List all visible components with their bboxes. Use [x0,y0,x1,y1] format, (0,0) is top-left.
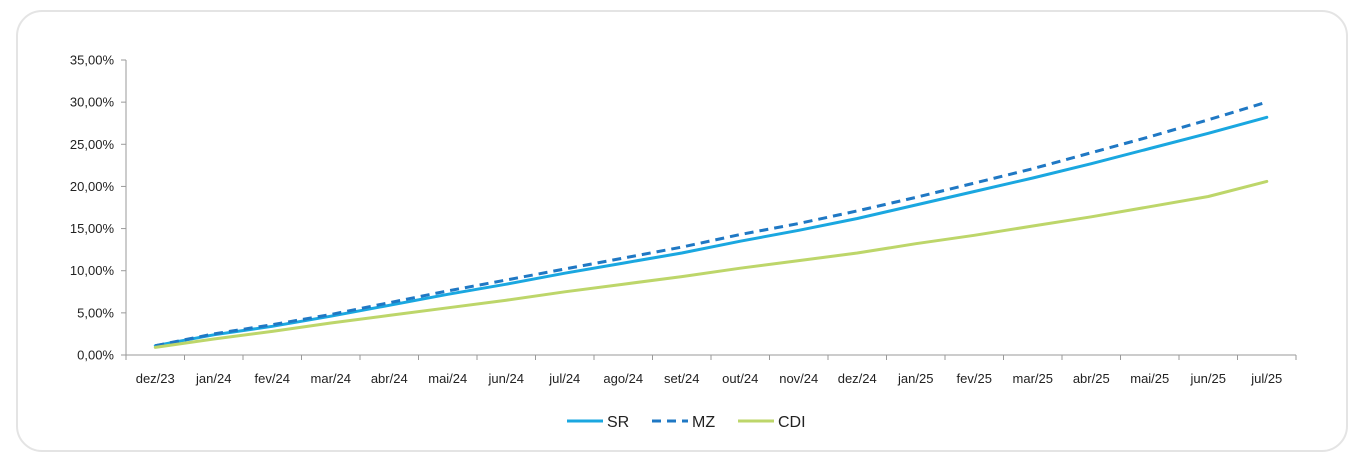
y-tick-label: 35,00% [70,53,115,68]
y-tick-label: 15,00% [70,221,115,236]
x-tick-label: set/24 [664,371,699,386]
x-tick-label: jun/25 [1190,371,1226,386]
series-line-cdi [153,179,1269,349]
x-tick-label: mai/24 [428,371,467,386]
x-tick-label: fev/24 [255,371,290,386]
x-tick-label: dez/23 [136,371,175,386]
y-axis: 0,00% 5,00% 10,00% 15,00% 20,00% 25,00% 30,00%… [70,53,127,363]
x-tick-label: abr/24 [371,371,408,386]
series-line-mz [155,100,1268,348]
x-tick-label: mai/25 [1130,371,1169,386]
y-tick-label: 0,00% [77,348,114,363]
x-tick-label: jan/25 [897,371,933,386]
x-tick-label: mar/25 [1013,371,1053,386]
legend: SR MZ CDI [567,414,806,431]
legend-label-cdi: CDI [778,414,806,431]
x-tick-label: jan/24 [195,371,231,386]
x-tick-label: abr/25 [1073,371,1110,386]
series-layer [153,100,1269,349]
legend-label-sr: SR [607,414,629,431]
y-tick-label: 10,00% [70,263,115,278]
y-tick-label: 30,00% [70,95,115,110]
series-line-sr [153,115,1269,348]
x-tick-label: nov/24 [779,371,818,386]
y-tick-label: 20,00% [70,179,115,194]
legend-label-mz: MZ [692,414,715,431]
x-axis: dez/23 jan/24 fev/24 mar/24 abr/24 mai/24 jun/… [125,354,1297,386]
chart-frame [16,10,1348,452]
x-tick-label: jul/24 [548,371,580,386]
x-tick-label: dez/24 [838,371,877,386]
x-tick-label: jun/24 [488,371,524,386]
x-tick-label: fev/25 [957,371,992,386]
x-tick-label: out/24 [722,371,758,386]
x-tick-label: jul/25 [1250,371,1282,386]
x-tick-label: ago/24 [603,371,643,386]
x-tick-label: mar/24 [311,371,351,386]
y-tick-label: 5,00% [77,305,114,320]
y-tick-label: 25,00% [70,137,115,152]
